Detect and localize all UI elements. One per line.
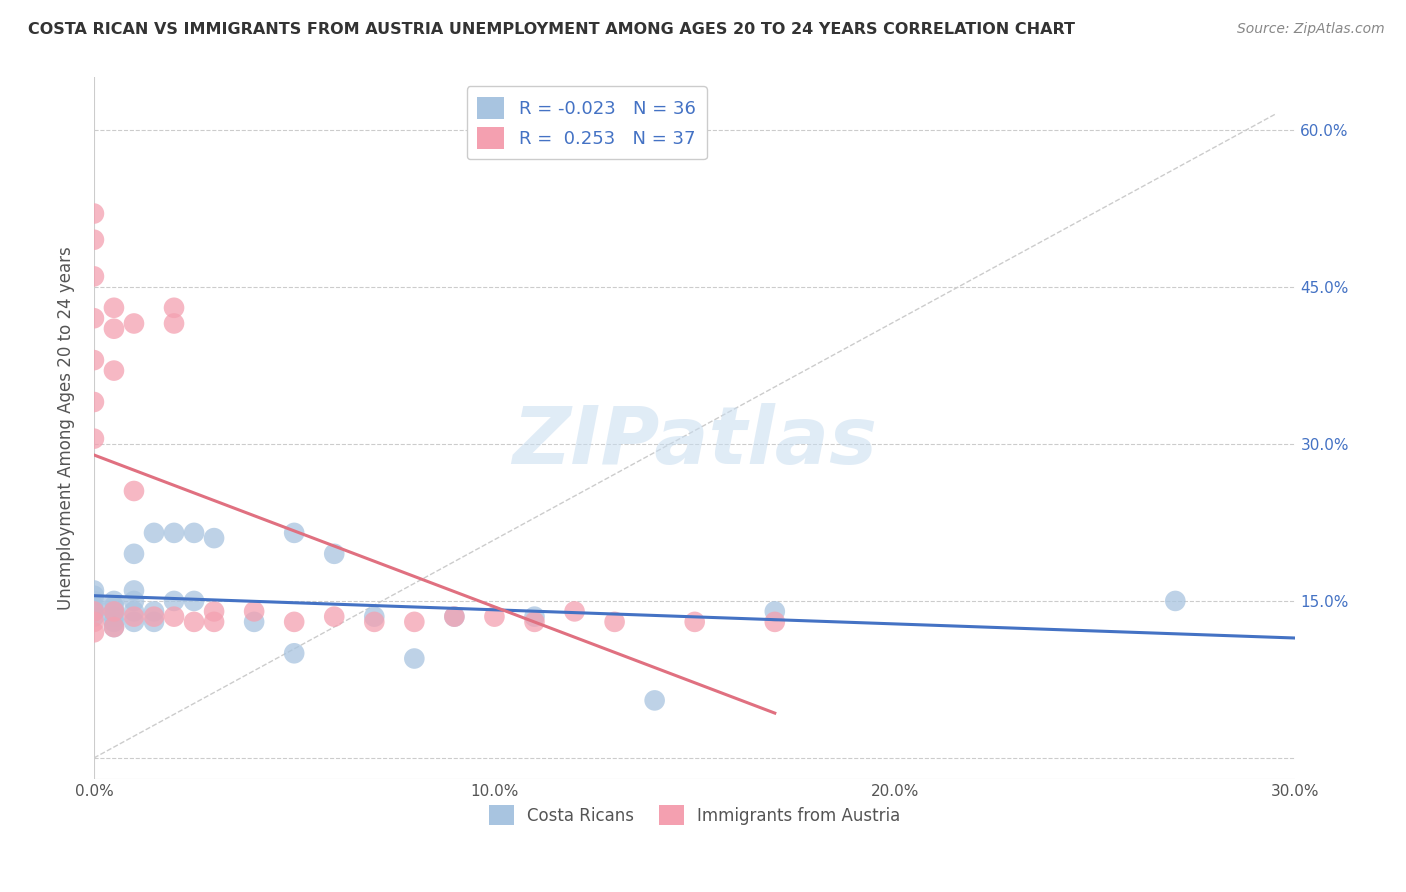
Point bbox=[122, 594, 145, 608]
Point bbox=[83, 311, 105, 326]
Legend: Costa Ricans, Immigrants from Austria: Costa Ricans, Immigrants from Austria bbox=[481, 797, 910, 834]
Point bbox=[683, 615, 706, 629]
Point bbox=[83, 615, 105, 629]
Point bbox=[103, 620, 125, 634]
Point bbox=[103, 363, 125, 377]
Point bbox=[603, 615, 626, 629]
Text: COSTA RICAN VS IMMIGRANTS FROM AUSTRIA UNEMPLOYMENT AMONG AGES 20 TO 24 YEARS CO: COSTA RICAN VS IMMIGRANTS FROM AUSTRIA U… bbox=[28, 22, 1076, 37]
Point bbox=[83, 395, 105, 409]
Point bbox=[103, 604, 125, 618]
Point bbox=[103, 599, 125, 614]
Point bbox=[283, 525, 305, 540]
Point bbox=[103, 620, 125, 634]
Y-axis label: Unemployment Among Ages 20 to 24 years: Unemployment Among Ages 20 to 24 years bbox=[58, 246, 75, 610]
Point bbox=[644, 693, 666, 707]
Point bbox=[143, 615, 166, 629]
Point bbox=[243, 604, 266, 618]
Point bbox=[404, 651, 426, 665]
Point bbox=[363, 609, 385, 624]
Point bbox=[163, 525, 186, 540]
Point bbox=[183, 525, 205, 540]
Point bbox=[323, 609, 346, 624]
Point bbox=[163, 301, 186, 315]
Point bbox=[763, 615, 786, 629]
Point bbox=[83, 233, 105, 247]
Point bbox=[443, 609, 465, 624]
Point bbox=[83, 583, 105, 598]
Point bbox=[103, 609, 125, 624]
Point bbox=[163, 609, 186, 624]
Point bbox=[122, 604, 145, 618]
Point bbox=[443, 609, 465, 624]
Point bbox=[83, 432, 105, 446]
Point bbox=[103, 322, 125, 336]
Point bbox=[202, 531, 225, 545]
Point bbox=[122, 615, 145, 629]
Point bbox=[83, 206, 105, 220]
Point bbox=[202, 615, 225, 629]
Point bbox=[103, 301, 125, 315]
Point bbox=[122, 583, 145, 598]
Point bbox=[103, 604, 125, 618]
Point bbox=[143, 609, 166, 624]
Point bbox=[143, 525, 166, 540]
Point bbox=[143, 604, 166, 618]
Point bbox=[283, 646, 305, 660]
Point bbox=[103, 615, 125, 629]
Point bbox=[83, 589, 105, 603]
Text: Source: ZipAtlas.com: Source: ZipAtlas.com bbox=[1237, 22, 1385, 37]
Point bbox=[183, 594, 205, 608]
Point bbox=[83, 625, 105, 640]
Point bbox=[103, 594, 125, 608]
Point bbox=[122, 317, 145, 331]
Point bbox=[183, 615, 205, 629]
Point bbox=[83, 353, 105, 368]
Point bbox=[122, 547, 145, 561]
Point bbox=[83, 269, 105, 284]
Point bbox=[484, 609, 506, 624]
Point bbox=[163, 594, 186, 608]
Point bbox=[83, 594, 105, 608]
Point bbox=[83, 604, 105, 618]
Point bbox=[564, 604, 586, 618]
Point bbox=[523, 609, 546, 624]
Point bbox=[404, 615, 426, 629]
Point bbox=[83, 599, 105, 614]
Point bbox=[523, 615, 546, 629]
Point bbox=[122, 609, 145, 624]
Point bbox=[83, 609, 105, 624]
Point bbox=[283, 615, 305, 629]
Point bbox=[202, 604, 225, 618]
Text: ZIPatlas: ZIPatlas bbox=[512, 403, 877, 481]
Point bbox=[163, 317, 186, 331]
Point bbox=[763, 604, 786, 618]
Point bbox=[323, 547, 346, 561]
Point bbox=[83, 604, 105, 618]
Point bbox=[363, 615, 385, 629]
Point bbox=[122, 483, 145, 498]
Point bbox=[1164, 594, 1187, 608]
Point bbox=[243, 615, 266, 629]
